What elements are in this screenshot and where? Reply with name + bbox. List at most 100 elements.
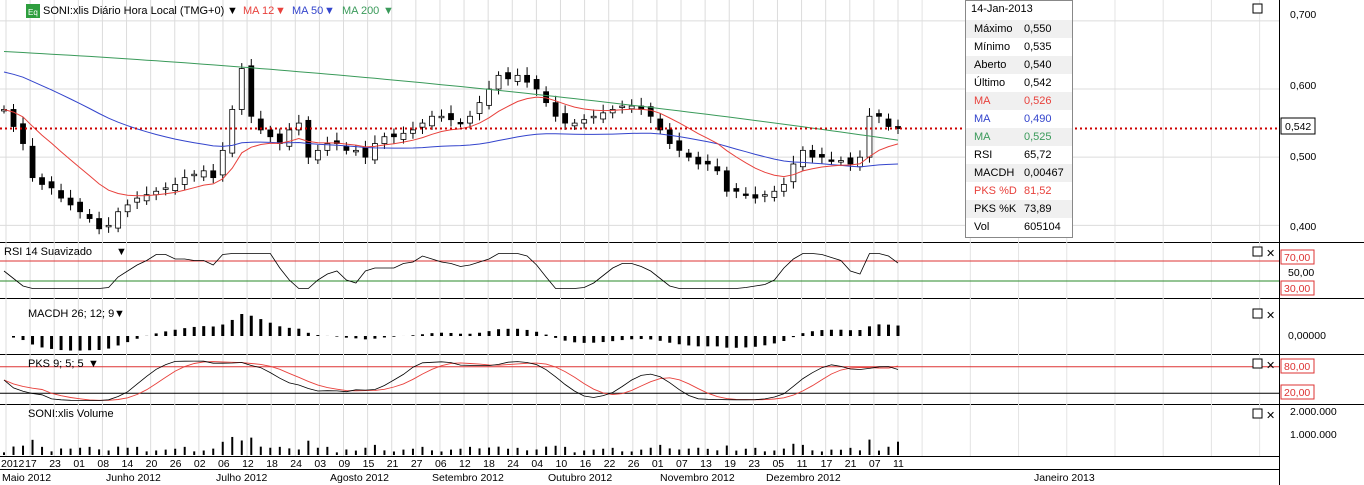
candle bbox=[48, 181, 55, 189]
candle bbox=[704, 160, 711, 165]
day-label: 06 bbox=[218, 458, 230, 470]
candle bbox=[429, 115, 435, 127]
info-row-value: 0,542 bbox=[1024, 77, 1052, 89]
candle bbox=[238, 68, 245, 110]
day-label: 26 bbox=[628, 458, 640, 470]
day-label: 10 bbox=[555, 458, 567, 470]
day-label: 23 bbox=[49, 458, 61, 470]
candle bbox=[524, 74, 530, 83]
ma200-label[interactable]: MA 200 bbox=[342, 5, 379, 17]
rsi-title[interactable]: RSI 14 Suavizado bbox=[4, 246, 92, 258]
candle bbox=[162, 187, 169, 190]
month-label: Junho 2012 bbox=[106, 472, 161, 484]
day-label: 17 bbox=[25, 458, 37, 470]
day-label: 07 bbox=[869, 458, 881, 470]
candle bbox=[267, 129, 274, 138]
candle bbox=[533, 79, 540, 90]
day-label: 2012 bbox=[1, 458, 25, 470]
candle bbox=[819, 154, 825, 158]
candle bbox=[181, 177, 188, 185]
info-panel: 14-Jan-2013 Máximo 0,550 Mínimo 0,535 Aberto… bbox=[965, 0, 1073, 238]
candle bbox=[647, 106, 654, 117]
info-row-value: 0,490 bbox=[1024, 113, 1052, 125]
symbol-dropdown-icon[interactable]: ▼ bbox=[227, 5, 238, 17]
candle bbox=[400, 132, 407, 140]
rsi-series bbox=[0, 253, 1279, 289]
candle bbox=[780, 184, 787, 192]
info-row-value: 0,525 bbox=[1024, 131, 1052, 143]
month-label: Setembro 2012 bbox=[432, 472, 504, 484]
info-row-label: Vol bbox=[974, 221, 990, 233]
day-label: 11 bbox=[797, 458, 808, 470]
candle bbox=[895, 126, 901, 129]
info-row-value: 605104 bbox=[1024, 221, 1061, 233]
macd-title[interactable]: MACDH 26; 12; 9 bbox=[28, 308, 114, 320]
candle bbox=[29, 145, 36, 179]
candle bbox=[324, 143, 331, 151]
info-row: PKS %K 73,89 bbox=[966, 200, 1072, 218]
rsi-dropdown-icon[interactable]: ▼ bbox=[116, 246, 127, 258]
maximize-pks-icon[interactable] bbox=[1252, 358, 1263, 369]
price-tick: 0,700 bbox=[1290, 9, 1316, 21]
day-label: 27 bbox=[411, 458, 423, 470]
day-label: 02 bbox=[194, 458, 206, 470]
volume-title[interactable]: SONI:xlis Volume bbox=[28, 408, 114, 420]
candle bbox=[552, 102, 559, 117]
maximize-rsi-icon[interactable] bbox=[1252, 246, 1263, 257]
day-label: 24 bbox=[290, 458, 302, 470]
maximize-volume-icon[interactable] bbox=[1252, 408, 1263, 419]
pks-tick-box bbox=[1280, 384, 1315, 400]
candle bbox=[333, 140, 340, 144]
rsi-tick: 70,00 bbox=[1284, 252, 1310, 264]
ma12-dropdown-icon[interactable]: ▼ bbox=[275, 5, 286, 17]
candle bbox=[666, 129, 673, 144]
pks-tick: 80,00 bbox=[1284, 361, 1310, 373]
candle bbox=[248, 65, 255, 117]
info-row-value: 81,52 bbox=[1024, 185, 1052, 197]
candle bbox=[372, 143, 378, 161]
ma50-dropdown-icon[interactable]: ▼ bbox=[324, 5, 335, 17]
ma200-dropdown-icon[interactable]: ▼ bbox=[383, 5, 394, 17]
pks-dropdown-icon[interactable]: ▼ bbox=[88, 358, 99, 370]
month-label: Outubro 2012 bbox=[548, 472, 612, 484]
rsi-line bbox=[3, 253, 899, 289]
info-row: RSI 65,72 bbox=[966, 146, 1072, 164]
candle bbox=[419, 122, 426, 128]
close-volume-icon[interactable]: ✕ bbox=[1266, 410, 1275, 422]
candle bbox=[343, 145, 350, 151]
close-macd-icon[interactable]: ✕ bbox=[1266, 310, 1275, 322]
candle bbox=[505, 72, 511, 80]
close-rsi-icon[interactable]: ✕ bbox=[1266, 248, 1275, 260]
candle bbox=[105, 224, 112, 228]
candle bbox=[276, 133, 283, 144]
pks-tick-box bbox=[1280, 358, 1315, 374]
macd-dropdown-icon[interactable]: ▼ bbox=[114, 308, 125, 320]
ma12-line bbox=[3, 96, 899, 197]
info-row-label: MACDH bbox=[974, 167, 1015, 179]
close-pks-icon[interactable]: ✕ bbox=[1266, 360, 1275, 372]
last-price-tag-box bbox=[1280, 117, 1316, 135]
candle bbox=[619, 105, 626, 108]
info-row-value: 0,00467 bbox=[1024, 167, 1064, 179]
candle bbox=[799, 149, 806, 168]
price-tick: 0,400 bbox=[1290, 221, 1316, 233]
day-label: 16 bbox=[580, 458, 592, 470]
ma50-label[interactable]: MA 50 bbox=[292, 5, 323, 17]
info-row: MA 0,525 bbox=[966, 128, 1072, 146]
candle bbox=[39, 177, 45, 185]
maximize-main-icon[interactable] bbox=[1252, 3, 1263, 14]
info-row: MA 0,490 bbox=[966, 110, 1072, 128]
info-row: Máximo 0,550 bbox=[966, 20, 1072, 38]
info-row-value: 65,72 bbox=[1024, 149, 1052, 161]
pks-title[interactable]: PKS 9; 5; 5 bbox=[28, 358, 84, 370]
ma12-label[interactable]: MA 12 bbox=[243, 5, 274, 17]
candle bbox=[581, 119, 588, 124]
candle bbox=[143, 194, 150, 202]
month-label: Agosto 2012 bbox=[330, 472, 389, 484]
symbol-label[interactable]: SONI:xlis Diário Hora Local (TMG+0) bbox=[43, 5, 224, 17]
candle bbox=[590, 115, 597, 119]
candle bbox=[362, 147, 369, 158]
maximize-macd-icon[interactable] bbox=[1252, 308, 1263, 319]
